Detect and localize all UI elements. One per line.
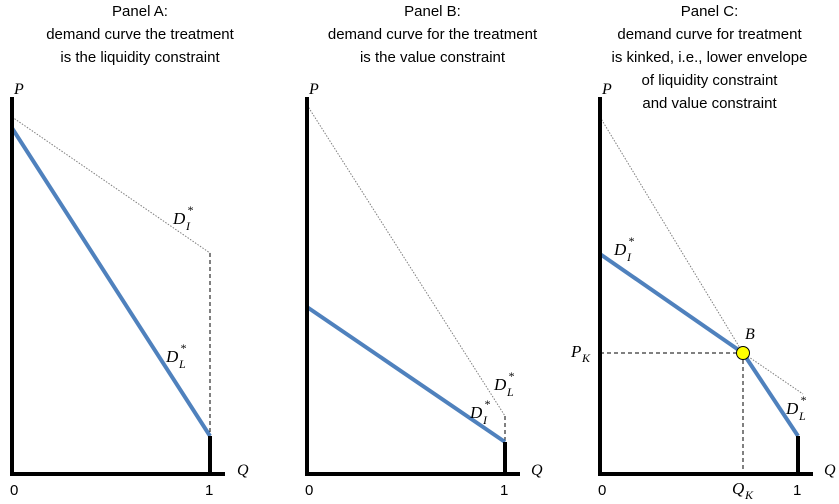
kink-label: B <box>745 326 755 343</box>
label-sup: * <box>180 341 186 355</box>
thin-line-value <box>742 352 804 395</box>
tick-one: 1 <box>500 482 508 499</box>
title-line: of liquidity constraint <box>641 72 778 89</box>
curve-label-dl: D L * <box>785 393 806 423</box>
curve-label-di: D I * <box>469 397 490 427</box>
label-main: D <box>469 403 483 422</box>
bold-demand-lower <box>741 351 800 438</box>
label-sub: I <box>626 250 632 264</box>
label-main: D <box>785 399 799 418</box>
price-label-pk: P K <box>570 342 591 365</box>
title-line: is the liquidity constraint <box>60 49 220 66</box>
curve-label-dl: D L * <box>493 369 514 399</box>
x-axis-label: Q <box>531 462 543 479</box>
label-sup: * <box>628 234 634 248</box>
label-main: Q <box>732 479 744 498</box>
panel-b: P Q 0 1 D L * D I * <box>305 81 543 499</box>
label-sup: * <box>484 397 490 411</box>
tick-one: 1 <box>205 482 213 499</box>
label-sub: I <box>185 219 191 233</box>
label-main: D <box>493 375 507 394</box>
label-sup: * <box>187 203 193 217</box>
x-axis-label: Q <box>237 462 249 479</box>
label-sub: L <box>798 409 806 423</box>
thin-demand-line <box>11 116 211 254</box>
bold-demand-line <box>305 305 507 444</box>
tick-zero: 0 <box>305 482 313 499</box>
curve-label-di: D I * <box>172 203 193 233</box>
panel-a: P Q 0 1 D I * D L * <box>10 81 249 499</box>
title-line: is the value constraint <box>359 49 506 66</box>
curve-label-dl: D L * <box>165 341 186 371</box>
title-line: demand curve the treatment <box>46 26 234 43</box>
tick-one: 1 <box>793 482 801 499</box>
label-sub: I <box>482 413 488 427</box>
quantity-label-qk: Q K <box>732 479 754 502</box>
panel-b-title: Panel B: demand curve for the treatment … <box>290 0 575 69</box>
label-sub: K <box>744 488 754 502</box>
x-axis-label: Q <box>824 462 836 479</box>
label-sub: L <box>178 357 186 371</box>
title-line: Panel B: <box>404 3 461 20</box>
tick-zero: 0 <box>10 482 18 499</box>
bold-demand-line <box>10 126 212 438</box>
panel-c: B P Q 0 1 P K Q K D I * D L * <box>570 81 836 502</box>
thin-demand-line <box>306 104 506 417</box>
panel-a-title: Panel A: demand curve the treatment is t… <box>0 0 280 69</box>
y-axis-label: P <box>308 81 319 98</box>
title-line: Panel A: <box>112 3 168 20</box>
curve-label-di: D I * <box>613 234 634 264</box>
thin-line-liquidity <box>599 116 744 354</box>
panel-c-title: Panel C: demand curve for treatment is k… <box>580 0 839 115</box>
label-sub: L <box>506 385 514 399</box>
kink-point <box>736 346 750 360</box>
label-sub: K <box>581 351 591 365</box>
label-sup: * <box>508 369 514 383</box>
label-main: D <box>165 347 179 366</box>
label-main: D <box>172 209 186 228</box>
y-axis-label: P <box>13 81 24 98</box>
label-sup: * <box>800 393 806 407</box>
label-main: P <box>570 342 581 361</box>
title-line: and value constraint <box>642 95 777 112</box>
title-line: demand curve for the treatment <box>327 26 538 43</box>
bold-demand-upper <box>598 252 745 355</box>
label-main: D <box>613 240 627 259</box>
title-line: demand curve for treatment <box>617 26 802 43</box>
tick-zero: 0 <box>598 482 606 499</box>
title-line: Panel C: <box>680 3 739 20</box>
y-axis-label: P <box>601 81 612 98</box>
title-line: is kinked, i.e., lower envelope <box>611 49 808 66</box>
